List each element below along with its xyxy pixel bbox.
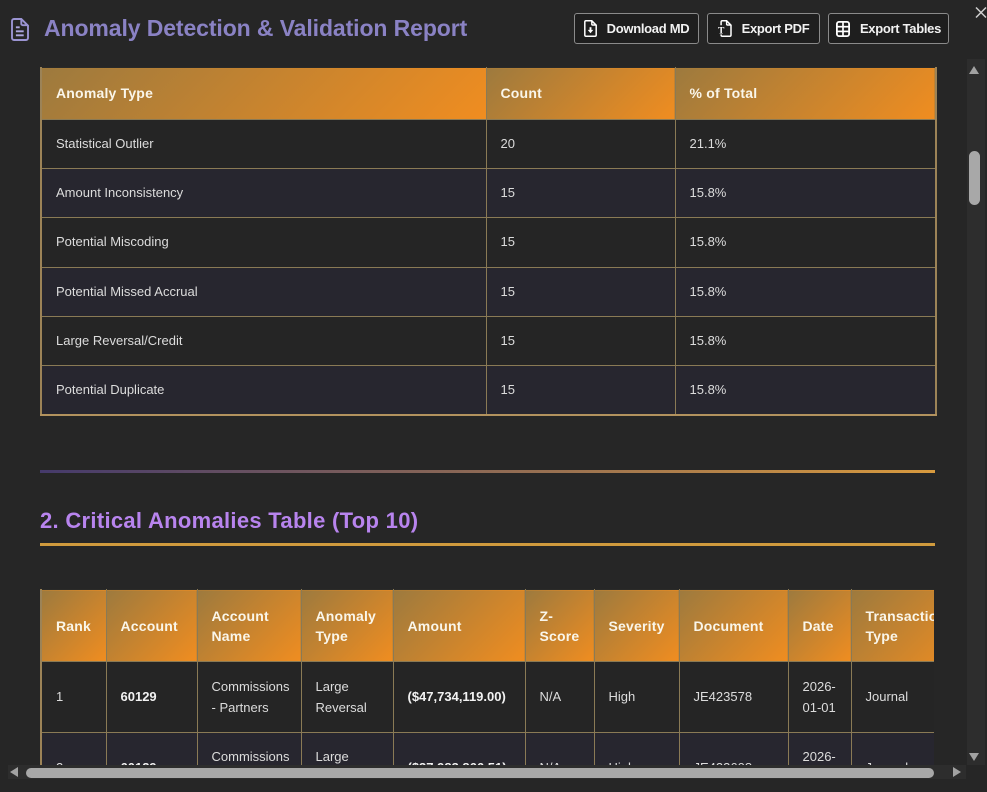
svg-text:T: T xyxy=(718,27,725,37)
